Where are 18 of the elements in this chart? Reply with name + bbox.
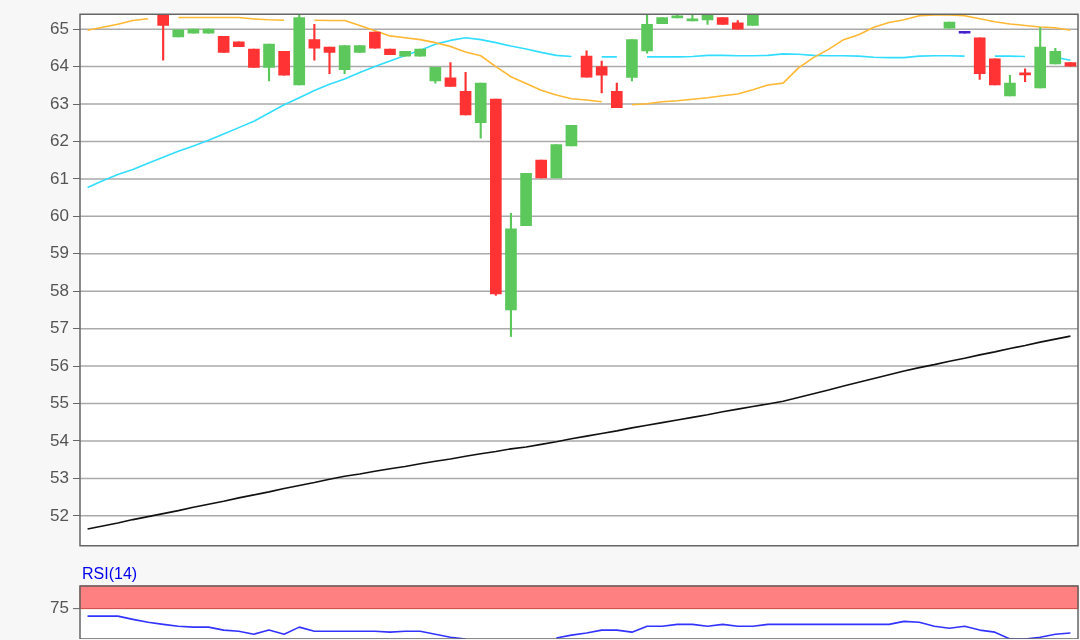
candlestick	[323, 46, 336, 75]
y-tick-label: 61	[50, 168, 69, 188]
y-tick-label: 62	[50, 131, 69, 151]
y-tick-label: 64	[50, 56, 69, 76]
y-tick-label: 63	[50, 93, 69, 113]
y-tick-label: 53	[50, 468, 69, 488]
y-tick-label: 52	[50, 505, 69, 525]
y-tick-label: 59	[50, 243, 69, 263]
y-tick-label: 60	[50, 206, 69, 226]
y-tick-label: 57	[50, 318, 69, 338]
candlestick	[444, 62, 457, 87]
text: 75	[50, 598, 69, 618]
y-tick-label: 56	[50, 355, 69, 375]
chart-title: RSI(14)	[82, 565, 138, 583]
y-tick-label: 55	[50, 393, 69, 413]
y-tick-label: 54	[50, 430, 69, 450]
y-tick-label: 58	[50, 280, 69, 300]
y-tick-label: 65	[50, 18, 69, 38]
